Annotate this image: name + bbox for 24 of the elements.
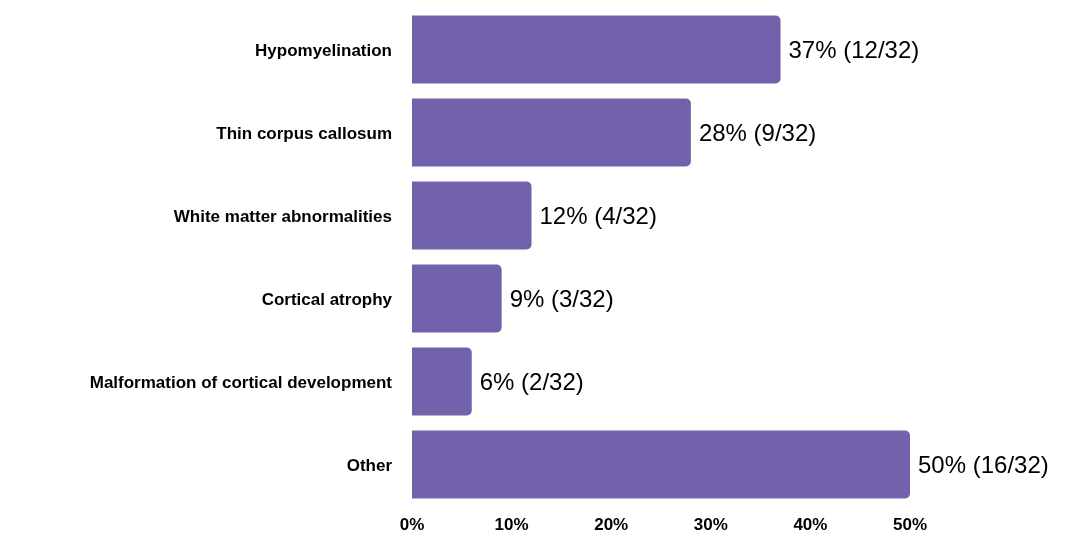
x-tick-label: 30% (693, 515, 728, 534)
data-label: 12% (4/32) (539, 201, 657, 229)
data-label: 50% (16/32) (918, 450, 1049, 478)
x-tick-label: 0% (399, 515, 425, 534)
data-label: 6% (2/32) (479, 367, 584, 395)
data-label: 9% (3/32) (509, 284, 614, 312)
bar (412, 15, 781, 84)
y-tick-label: Thin corpus callosum (216, 123, 392, 143)
data-label: 37% (12/32) (788, 35, 920, 63)
y-tick-label: Hypomyelination (255, 40, 392, 60)
y-tick-label: Cortical atrophy (261, 289, 393, 309)
bar (412, 98, 691, 167)
bar (412, 264, 502, 333)
bar (412, 181, 532, 250)
bar (412, 347, 472, 416)
y-tick-label: White matter abnormalities (173, 206, 392, 226)
y-tick-label: Other (346, 455, 393, 475)
data-label: 28% (9/32) (698, 118, 817, 146)
bar (412, 430, 910, 499)
x-tick-label: 50% (892, 515, 928, 534)
x-tick-label: 40% (793, 515, 828, 534)
x-tick-label: 10% (494, 515, 529, 534)
x-tick-label: 20% (594, 515, 629, 534)
y-tick-label: Malformation of cortical development (89, 372, 393, 392)
